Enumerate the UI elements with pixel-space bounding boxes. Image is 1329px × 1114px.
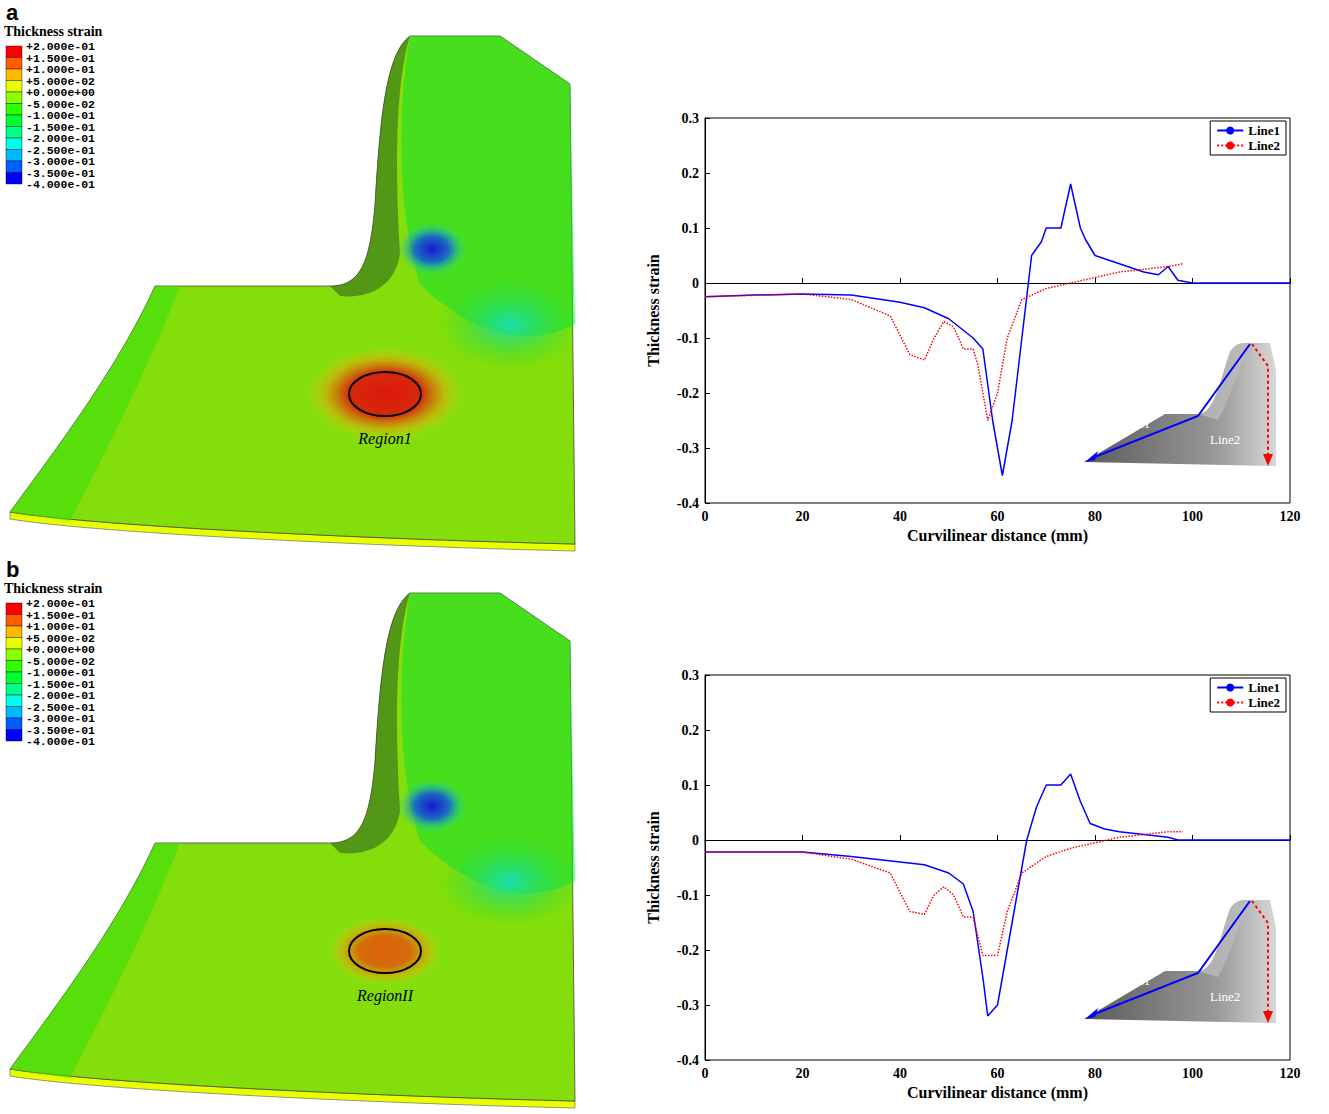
svg-text:0.3: 0.3 (682, 111, 700, 126)
svg-text:Thickness strain: Thickness strain (4, 24, 103, 39)
svg-text:-0.3: -0.3 (677, 998, 699, 1013)
svg-text:+5.000e-02: +5.000e-02 (26, 74, 95, 88)
svg-text:Line1: Line1 (1120, 973, 1150, 988)
svg-text:Curvilinear distance (mm): Curvilinear distance (mm) (907, 1084, 1088, 1102)
svg-text:0: 0 (702, 509, 709, 524)
svg-text:Line1: Line1 (1248, 123, 1280, 138)
svg-text:-5.000e-02: -5.000e-02 (26, 97, 95, 111)
svg-text:Thickness strain: Thickness strain (645, 811, 662, 924)
svg-text:Curvilinear distance (mm): Curvilinear distance (mm) (907, 527, 1088, 545)
svg-text:0: 0 (702, 1066, 709, 1081)
svg-text:-1.500e-01: -1.500e-01 (26, 677, 95, 691)
svg-text:-5.000e-02: -5.000e-02 (26, 654, 95, 668)
svg-text:RegionII: RegionII (356, 987, 414, 1005)
svg-text:40: 40 (893, 1066, 907, 1081)
svg-text:-4.000e-01: -4.000e-01 (26, 178, 95, 191)
svg-text:100: 100 (1182, 1066, 1203, 1081)
svg-text:0.3: 0.3 (682, 668, 700, 683)
svg-text:40: 40 (893, 509, 907, 524)
svg-text:-0.4: -0.4 (677, 1053, 699, 1068)
svg-text:60: 60 (991, 1066, 1005, 1081)
svg-text:+1.500e-01: +1.500e-01 (26, 608, 95, 622)
svg-text:-0.2: -0.2 (677, 943, 699, 958)
svg-text:Line2: Line2 (1210, 989, 1240, 1004)
svg-text:-3.000e-01: -3.000e-01 (26, 155, 95, 168)
svg-text:Line1: Line1 (1120, 416, 1150, 431)
svg-text:Thickness strain: Thickness strain (645, 254, 662, 367)
svg-text:+5.000e-02: +5.000e-02 (26, 631, 95, 645)
svg-text:-1.000e-01: -1.000e-01 (26, 109, 95, 122)
svg-text:-2.000e-01: -2.000e-01 (26, 132, 95, 145)
svg-text:-0.1: -0.1 (677, 888, 699, 903)
svg-text:+1.000e-01: +1.000e-01 (26, 63, 95, 76)
svg-text:Line1: Line1 (1248, 680, 1280, 695)
svg-text:Line2: Line2 (1210, 432, 1240, 447)
svg-text:20: 20 (796, 1066, 810, 1081)
svg-text:0.2: 0.2 (682, 723, 700, 738)
svg-text:+1.000e-01: +1.000e-01 (26, 620, 95, 633)
svg-text:-2.500e-01: -2.500e-01 (26, 700, 95, 714)
svg-text:-2.500e-01: -2.500e-01 (26, 143, 95, 157)
svg-text:80: 80 (1088, 1066, 1102, 1081)
svg-text:Line2: Line2 (1248, 138, 1280, 153)
svg-text:0: 0 (692, 276, 699, 291)
svg-text:-0.2: -0.2 (677, 386, 699, 401)
svg-text:20: 20 (796, 509, 810, 524)
svg-text:-0.1: -0.1 (677, 331, 699, 346)
svg-text:120: 120 (1280, 1066, 1301, 1081)
svg-text:100: 100 (1182, 509, 1203, 524)
svg-text:+1.500e-01: +1.500e-01 (26, 51, 95, 65)
svg-text:-0.3: -0.3 (677, 441, 699, 456)
svg-text:+2.000e-01: +2.000e-01 (26, 40, 95, 53)
html-text:b: b (6, 557, 20, 582)
svg-text:0.1: 0.1 (682, 221, 700, 236)
svg-text:-1.500e-01: -1.500e-01 (26, 120, 95, 134)
svg-text:0: 0 (692, 833, 699, 848)
svg-text:120: 120 (1280, 509, 1301, 524)
svg-text:+0.000e+00: +0.000e+00 (26, 86, 95, 99)
svg-text:-1.000e-01: -1.000e-01 (26, 666, 95, 679)
svg-text:-0.4: -0.4 (677, 496, 699, 511)
svg-text:-2.000e-01: -2.000e-01 (26, 689, 95, 702)
svg-text:80: 80 (1088, 509, 1102, 524)
svg-text:-3.000e-01: -3.000e-01 (26, 712, 95, 725)
svg-text:+0.000e+00: +0.000e+00 (26, 643, 95, 656)
svg-text:0.2: 0.2 (682, 166, 700, 181)
svg-text:Region1: Region1 (357, 430, 411, 448)
svg-text:+2.000e-01: +2.000e-01 (26, 597, 95, 610)
svg-text:Thickness strain: Thickness strain (4, 581, 103, 596)
svg-text:-3.500e-01: -3.500e-01 (26, 723, 95, 737)
svg-text:0.1: 0.1 (682, 778, 700, 793)
svg-text:-3.500e-01: -3.500e-01 (26, 166, 95, 180)
svg-text:-4.000e-01: -4.000e-01 (26, 735, 95, 748)
svg-text:60: 60 (991, 509, 1005, 524)
html-text:a: a (6, 0, 19, 25)
svg-text:Line2: Line2 (1248, 695, 1280, 710)
